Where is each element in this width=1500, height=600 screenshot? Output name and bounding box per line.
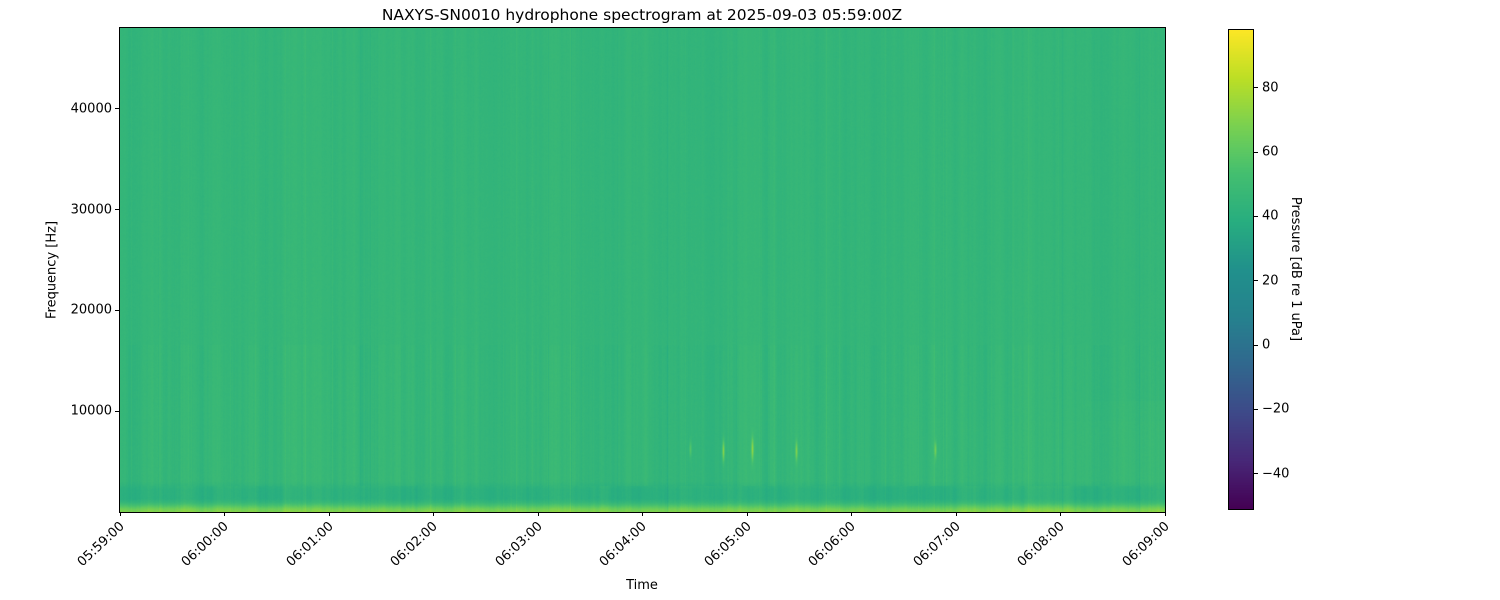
colorbar-tick-mark bbox=[1254, 215, 1258, 217]
y-tick-label: 20000 bbox=[70, 302, 112, 318]
colorbar-tick-label: −20 bbox=[1262, 401, 1290, 417]
colorbar-gradient bbox=[1229, 30, 1253, 509]
y-tick-label: 30000 bbox=[70, 202, 112, 217]
x-tick-mark bbox=[224, 512, 225, 516]
colorbar-tick-mark bbox=[1254, 280, 1258, 282]
x-tick-mark bbox=[433, 512, 434, 516]
x-tick-label: 06:01:00 bbox=[283, 519, 337, 570]
colorbar-label: Pressure [dB re 1 uPa] bbox=[1288, 196, 1303, 342]
x-tick-label: 05:59:00 bbox=[74, 519, 128, 570]
colorbar-tick-mark bbox=[1254, 408, 1258, 410]
x-axis-label: Time bbox=[626, 578, 658, 593]
colorbar-tick-label: 80 bbox=[1262, 80, 1279, 96]
x-tick-mark bbox=[642, 512, 643, 516]
y-tick-mark bbox=[115, 309, 119, 311]
x-tick-label: 06:07:00 bbox=[910, 519, 964, 570]
x-tick-label: 06:06:00 bbox=[805, 519, 859, 570]
colorbar-tick-label: 0 bbox=[1262, 337, 1271, 353]
y-tick-mark bbox=[115, 410, 119, 412]
chart-title: NAXYS-SN0010 hydrophone spectrogram at 2… bbox=[381, 6, 903, 24]
x-tick-mark bbox=[119, 512, 121, 516]
x-tick-mark bbox=[537, 512, 539, 516]
y-tick-mark bbox=[115, 209, 119, 210]
colorbar-tick-mark bbox=[1254, 151, 1258, 153]
colorbar-tick-label: 60 bbox=[1262, 144, 1279, 160]
colorbar-tick-label: 40 bbox=[1262, 208, 1279, 224]
colorbar-tick-mark bbox=[1254, 344, 1258, 346]
y-axis-label: Frequency [Hz] bbox=[44, 220, 60, 320]
x-tick-mark bbox=[955, 512, 957, 516]
spectrogram-heatmap bbox=[120, 28, 1165, 512]
colorbar-tick-label: 20 bbox=[1262, 273, 1279, 289]
x-tick-mark bbox=[1164, 512, 1166, 516]
x-tick-label: 06:04:00 bbox=[596, 519, 650, 570]
colorbar-tick-label: −40 bbox=[1262, 466, 1290, 482]
x-tick-label: 06:03:00 bbox=[492, 519, 546, 570]
x-tick-mark bbox=[1060, 512, 1061, 516]
y-tick-label: 10000 bbox=[70, 403, 112, 419]
y-tick-label: 40000 bbox=[70, 101, 112, 117]
x-tick-label: 06:00:00 bbox=[178, 519, 232, 570]
y-tick-mark bbox=[115, 108, 119, 110]
colorbar-tick-mark bbox=[1254, 87, 1258, 89]
x-tick-label: 06:02:00 bbox=[387, 519, 441, 570]
x-tick-mark bbox=[851, 512, 852, 516]
x-tick-mark bbox=[328, 512, 330, 516]
x-tick-mark bbox=[746, 512, 748, 516]
x-tick-label: 06:09:00 bbox=[1119, 519, 1173, 570]
x-tick-label: 06:05:00 bbox=[701, 519, 755, 570]
colorbar-tick-mark bbox=[1254, 473, 1258, 475]
x-tick-label: 06:08:00 bbox=[1014, 519, 1068, 570]
